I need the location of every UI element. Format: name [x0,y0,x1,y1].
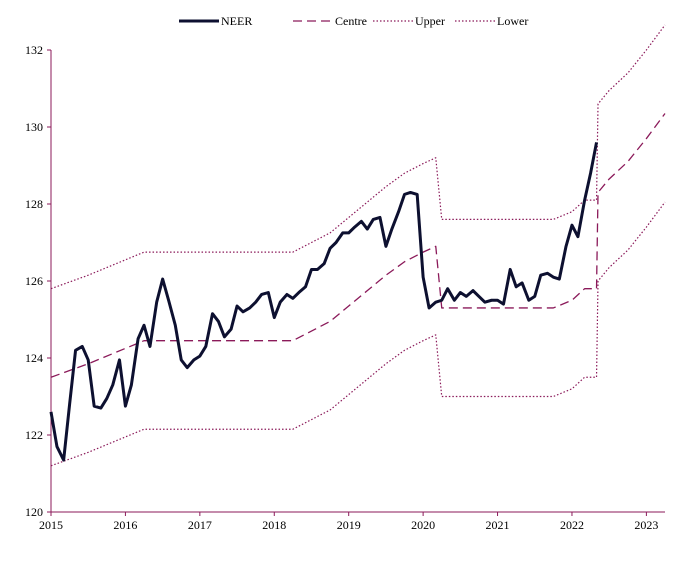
legend-label-lower: Lower [497,14,528,28]
legend-label-upper: Upper [415,14,445,28]
series-layer [49,24,666,467]
x-tick-label: 2022 [560,518,584,532]
x-tick-label: 2018 [262,518,286,532]
x-tick-label: 2019 [337,518,361,532]
series-line-neer [49,142,599,462]
legend: NEER Centre Upper Lower [179,14,528,28]
y-tick-label: 122 [25,428,43,442]
series-line-centre [50,113,666,378]
x-tick-label: 2017 [188,518,212,532]
axes: 120 122 124 126 128 130 132 2015 2016 2017 2018 201… [25,43,665,532]
x-tick-label: 2021 [486,518,510,532]
x-tick-label: 2015 [39,518,63,532]
x-tick-label: 2023 [634,518,658,532]
y-tick-label: 130 [25,120,43,134]
y-tick-label: 132 [25,43,43,57]
series-line-upper [50,24,666,290]
y-tick-label: 124 [25,351,43,365]
y-tick-label: 126 [25,274,43,288]
legend-label-centre: Centre [335,14,367,28]
y-tick-label: 128 [25,197,43,211]
y-tick-label: 120 [25,505,43,519]
legend-label-neer: NEER [221,14,252,28]
series-line-lower [50,201,666,467]
x-tick-label: 2016 [113,518,137,532]
x-tick-label: 2020 [411,518,435,532]
